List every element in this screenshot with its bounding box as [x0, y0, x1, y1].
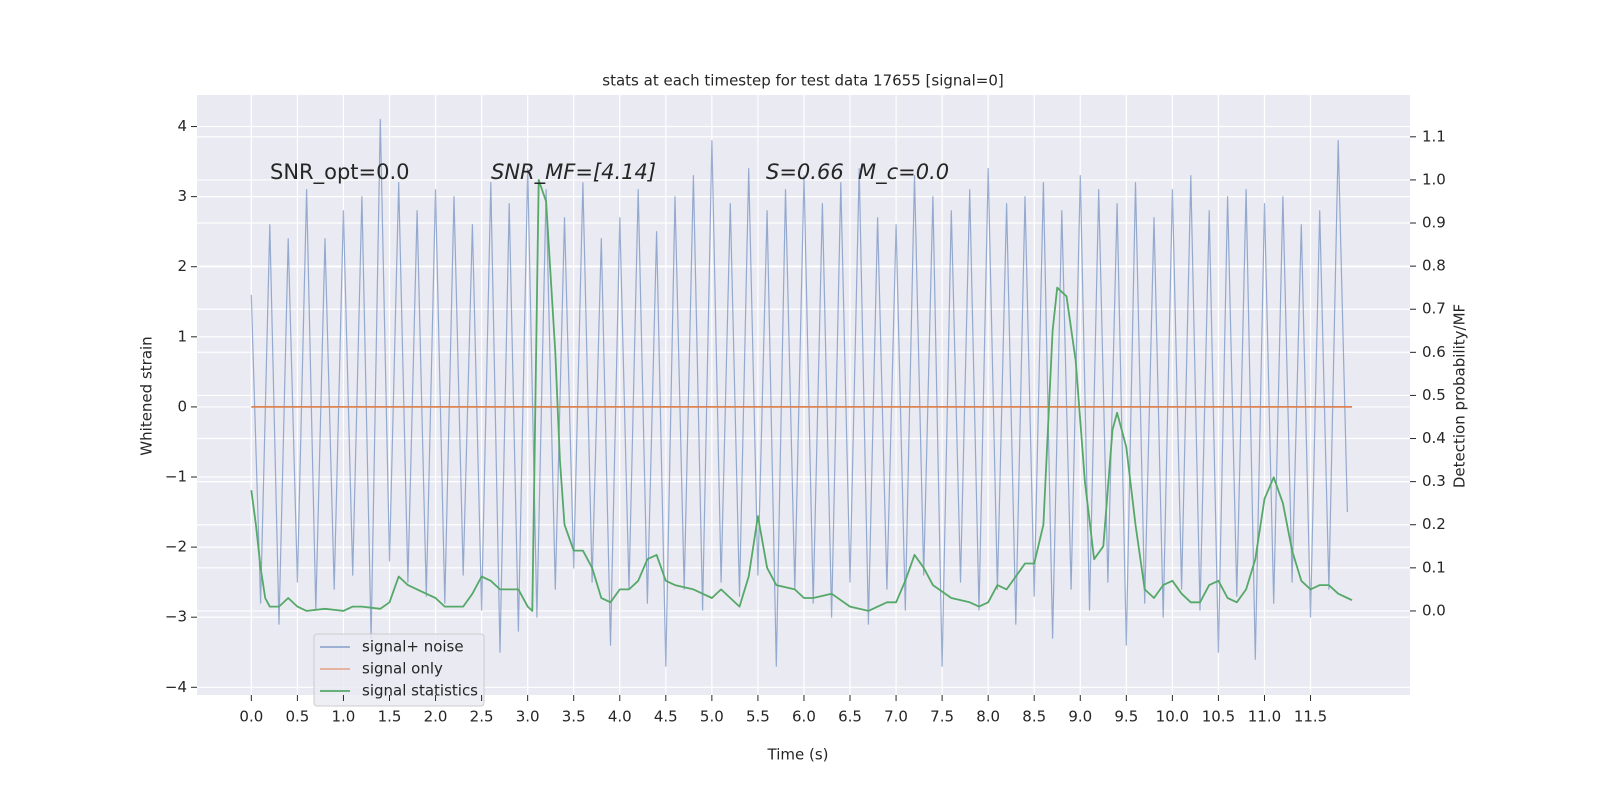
y2-tick-label: 0.8 [1422, 257, 1446, 275]
x-tick-label: 11.5 [1294, 708, 1327, 726]
y2-tick-label: 1.0 [1422, 170, 1446, 188]
y2-axis-label: Detection probability/MF [1451, 304, 1469, 488]
x-tick-label: 2.0 [424, 708, 448, 726]
y-tick-label: 1 [177, 327, 187, 345]
x-tick-label: 4.5 [654, 708, 678, 726]
annotation: SNR_opt=0.0 [270, 160, 410, 185]
legend: signal+ noise signal only signal statistic… [313, 633, 485, 707]
x-tick-label: 11.0 [1248, 708, 1281, 726]
x-tick-label: 5.5 [746, 708, 770, 726]
y2-tick-label: 0.4 [1422, 429, 1446, 447]
legend-box [313, 633, 485, 707]
x-tick-label: 8.5 [1022, 708, 1046, 726]
x-tick-label: 4.0 [608, 708, 632, 726]
legend-label: signal+ noise [362, 638, 464, 656]
y-axis-label: Whitened strain [138, 336, 156, 455]
legend-label: signal statistics [362, 682, 478, 700]
y-tick-label: 4 [177, 117, 187, 135]
y-tick-label: 0 [177, 397, 187, 415]
y-tick-label: 3 [177, 187, 187, 205]
annotation: M_c=0.0 [858, 160, 949, 185]
x-tick-label: 10.5 [1202, 708, 1235, 726]
y-tick-label: 2 [177, 257, 187, 275]
x-tick-label: 6.5 [838, 708, 862, 726]
y2-tick-label: 0.9 [1422, 214, 1446, 232]
chart-title: stats at each timestep for test data 176… [602, 72, 1003, 90]
y2-tick-label: 1.1 [1422, 127, 1446, 145]
y2-tick-label: 0.1 [1422, 558, 1446, 576]
y2-tick-label: 0.3 [1422, 472, 1446, 490]
x-tick-label: 6.0 [792, 708, 816, 726]
x-tick-label: 0.0 [239, 708, 263, 726]
x-tick-label: 3.0 [516, 708, 540, 726]
x-tick-label: 0.5 [285, 708, 309, 726]
x-tick-label: 9.5 [1114, 708, 1138, 726]
annotation: SNR_MF=[4.14] [491, 160, 656, 185]
x-tick-label: 9.0 [1068, 708, 1092, 726]
x-tick-label: 2.5 [470, 708, 494, 726]
y-tick-label: −2 [165, 538, 187, 556]
x-tick-label: 8.0 [976, 708, 1000, 726]
x-tick-label: 5.0 [700, 708, 724, 726]
x-tick-label: 3.5 [562, 708, 586, 726]
y2-tick-label: 0.7 [1422, 300, 1446, 318]
x-tick-label: 10.0 [1156, 708, 1189, 726]
x-tick-label: 1.0 [332, 708, 356, 726]
marks [250, 118, 1353, 667]
y2-tick-label: 0.6 [1422, 343, 1446, 361]
series-line [250, 179, 1353, 612]
y2-tick-label: 0.2 [1422, 515, 1446, 533]
legend-label: signal only [362, 660, 443, 678]
annotation: S=0.66 [766, 160, 844, 184]
x-tick-label: 7.0 [884, 708, 908, 726]
x-tick-label: 7.5 [930, 708, 954, 726]
y-tick-label: −3 [165, 608, 187, 626]
y-tick-label: −1 [165, 468, 187, 486]
y2-tick-label: 0.5 [1422, 386, 1446, 404]
y2-tick-label: 0.0 [1422, 601, 1446, 619]
y-tick-label: −4 [165, 678, 187, 696]
x-tick-label: 1.5 [378, 708, 402, 726]
x-axis-label: Time (s) [767, 746, 829, 764]
series-line [250, 118, 1348, 667]
